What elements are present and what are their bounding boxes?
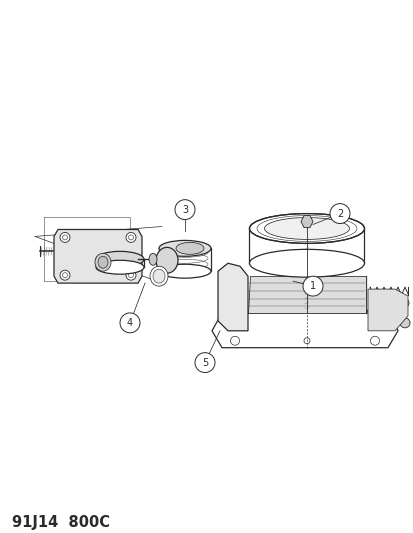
Ellipse shape — [149, 253, 157, 265]
Text: 5: 5 — [202, 358, 208, 368]
Circle shape — [195, 353, 214, 373]
Ellipse shape — [159, 264, 211, 278]
Ellipse shape — [249, 214, 363, 244]
Ellipse shape — [96, 260, 144, 274]
Circle shape — [126, 270, 136, 280]
Circle shape — [126, 232, 136, 243]
Circle shape — [60, 232, 70, 243]
Polygon shape — [367, 289, 407, 331]
Polygon shape — [54, 230, 142, 283]
Ellipse shape — [156, 247, 178, 273]
Text: 3: 3 — [181, 205, 188, 215]
Text: 2: 2 — [336, 208, 342, 219]
Circle shape — [175, 200, 195, 220]
Ellipse shape — [264, 217, 349, 239]
Polygon shape — [247, 276, 365, 313]
Ellipse shape — [153, 269, 165, 283]
Circle shape — [302, 276, 322, 296]
Circle shape — [399, 318, 409, 328]
Polygon shape — [218, 263, 247, 331]
Text: 1: 1 — [309, 281, 315, 291]
Ellipse shape — [159, 240, 211, 256]
Ellipse shape — [249, 249, 363, 277]
Ellipse shape — [96, 252, 144, 267]
Ellipse shape — [150, 266, 168, 286]
Ellipse shape — [176, 243, 204, 254]
Text: 4: 4 — [127, 318, 133, 328]
Circle shape — [60, 270, 70, 280]
Circle shape — [400, 299, 408, 307]
Circle shape — [329, 204, 349, 223]
Ellipse shape — [95, 253, 111, 271]
Ellipse shape — [98, 256, 108, 268]
Circle shape — [120, 313, 140, 333]
Polygon shape — [300, 215, 312, 228]
Text: 91J14  800C: 91J14 800C — [12, 515, 109, 530]
